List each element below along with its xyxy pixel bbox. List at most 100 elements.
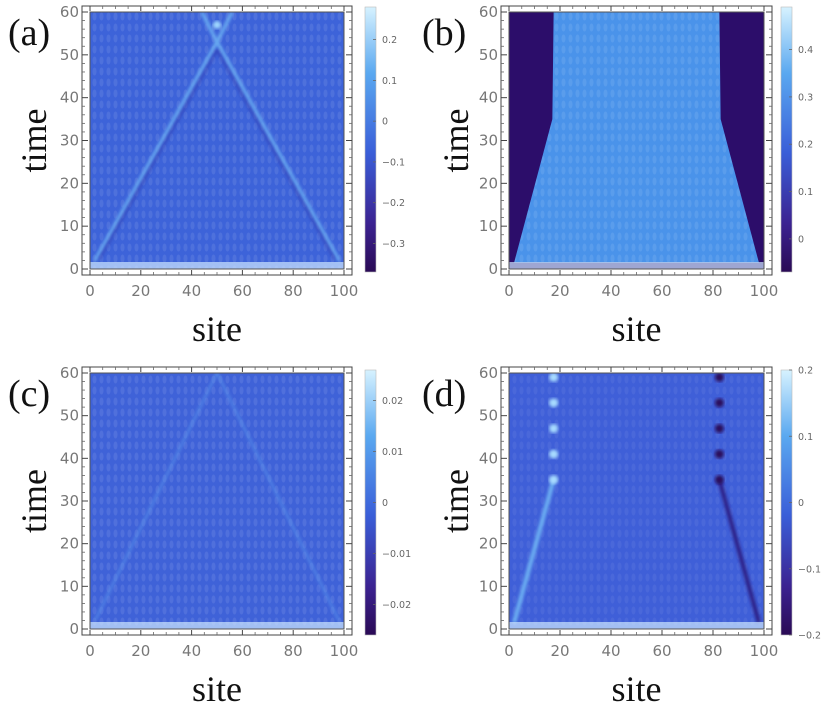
x-tick-label: 40: [601, 282, 620, 300]
x-tick-label: 20: [131, 282, 150, 300]
colorbar-tick-label: −0.02: [382, 600, 411, 611]
crossing-spot: [213, 20, 221, 29]
x-axis-title: site: [612, 309, 662, 349]
colorbar-tick-label: 0.2: [798, 366, 813, 377]
y-tick-label: 50: [60, 46, 79, 64]
x-tick-label: 80: [284, 282, 303, 300]
colorbar-tick-label: 0: [382, 117, 388, 128]
y-tick-label: 40: [479, 449, 498, 467]
y-tick-label: 60: [479, 3, 498, 21]
colorbar-tick-label: 0.02: [382, 396, 403, 407]
heatmap: [90, 12, 344, 269]
colorbar-tick-label: 0.01: [382, 447, 403, 458]
plot-frame: [508, 11, 765, 270]
x-tick-label: 60: [233, 282, 252, 300]
x-tick-label: 60: [233, 642, 252, 660]
x-tick-label: 80: [703, 642, 722, 660]
x-tick-label: 0: [504, 282, 514, 300]
y-tick-label: 50: [479, 407, 498, 425]
ripple-texture: [509, 373, 764, 629]
x-tick-label: 100: [330, 282, 359, 300]
y-tick-label: 30: [479, 492, 498, 510]
y-tick-label: 30: [479, 132, 498, 150]
colorbar-tick-label: −0.1: [798, 564, 821, 575]
panel-1: 0 20 40 60 80 100 0 10 20 30 40 50 60 site time (a) 0.2 0…: [8, 3, 405, 349]
cone-front-right: [215, 41, 341, 262]
y-tick-label: 30: [60, 492, 79, 510]
colorbar-tick-label: 0: [382, 498, 388, 509]
initial-row: [509, 262, 764, 269]
cone-front-left: [93, 41, 219, 262]
panel-label: (d): [422, 373, 466, 415]
cone-front-left: [94, 373, 218, 621]
y-tick-label: 0: [488, 260, 498, 278]
colorbar-tick-label: −0.01: [382, 549, 411, 560]
y-tick-label: 0: [488, 620, 498, 638]
y-axis-title: time: [14, 109, 54, 173]
y-tick-label: 60: [60, 364, 79, 382]
panel-4: 0 20 40 60 80 100 0 10 20 30 40 50 60 site time (d) 0.2 0…: [422, 364, 821, 709]
x-tick-label: 60: [652, 642, 671, 660]
y-tick-label: 10: [60, 577, 79, 595]
initial-row: [90, 622, 344, 629]
bright-front: [512, 479, 556, 624]
x-tick-label: 20: [131, 642, 150, 660]
colorbar: [780, 6, 793, 273]
colorbar-tick-label: −0.2: [382, 198, 405, 209]
y-tick-label: 20: [479, 174, 498, 192]
ripple-texture: [514, 12, 759, 263]
y-tick-label: 20: [60, 535, 79, 553]
y-tick-label: 40: [60, 89, 79, 107]
x-tick-label: 80: [284, 642, 303, 660]
colorbar-tick-label: −0.2: [798, 631, 821, 642]
colorbar-tick-label: 0.1: [798, 187, 813, 198]
y-tick-label: 20: [479, 535, 498, 553]
colorbar-tick-label: 0.2: [382, 35, 397, 46]
colorbar: [364, 6, 377, 273]
panel-label: (c): [8, 373, 50, 415]
y-tick-label: 0: [69, 260, 79, 278]
y-tick-label: 20: [60, 174, 79, 192]
colorbar-tick-label: −0.3: [382, 239, 405, 250]
x-axis-title: site: [192, 669, 242, 709]
y-axis-title: time: [14, 469, 54, 533]
x-tick-label: 60: [652, 282, 671, 300]
dark-front: [717, 479, 761, 624]
x-tick-label: 20: [550, 282, 569, 300]
initial-row: [509, 622, 764, 629]
x-axis-title: site: [192, 309, 242, 349]
x-tick-label: 80: [703, 282, 722, 300]
panel-3: 0 20 40 60 80 100 0 10 20 30 40 50 60 site time (c) 0.02…: [8, 364, 411, 709]
x-tick-label: 40: [182, 642, 201, 660]
y-tick-label: 30: [60, 132, 79, 150]
y-tick-label: 10: [479, 577, 498, 595]
y-axis-title: time: [436, 109, 476, 173]
initial-row: [90, 262, 344, 269]
cone-trail-left: [98, 49, 218, 260]
x-tick-label: 100: [750, 642, 779, 660]
ripple-texture: [90, 12, 344, 269]
reflect-right: [215, 12, 234, 43]
x-tick-label: 100: [750, 282, 779, 300]
y-tick-label: 60: [60, 3, 79, 21]
panel-label: (b): [422, 12, 466, 54]
y-tick-label: 50: [479, 46, 498, 64]
plot-frame: [89, 11, 345, 270]
x-tick-label: 0: [85, 642, 95, 660]
x-tick-label: 100: [330, 642, 359, 660]
colorbar-tick-label: 0: [798, 234, 804, 245]
x-tick-label: 40: [601, 642, 620, 660]
x-tick-label: 0: [504, 642, 514, 660]
colorbar-tick-label: 0.4: [798, 45, 813, 56]
panel-label: (a): [8, 12, 50, 54]
colorbar-tick-label: 0.1: [382, 76, 397, 87]
plot-frame: [508, 372, 765, 630]
x-tick-label: 40: [182, 282, 201, 300]
plot-frame: [89, 372, 345, 630]
x-tick-label: 0: [85, 282, 95, 300]
y-tick-label: 10: [60, 217, 79, 235]
heatmap: [90, 373, 344, 629]
colorbar-tick-label: 0.2: [798, 140, 813, 151]
reflect-left: [200, 12, 219, 43]
